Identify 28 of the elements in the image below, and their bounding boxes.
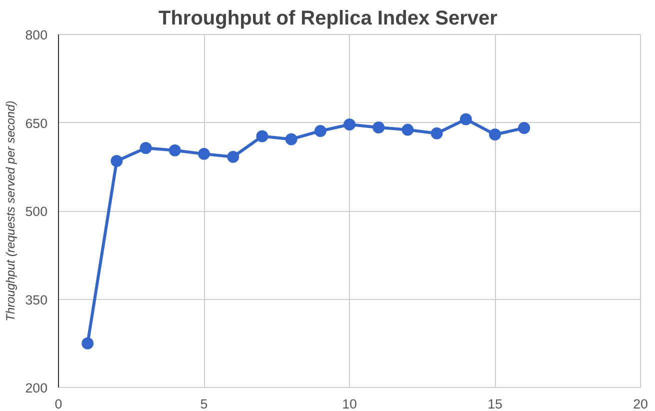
chart-title: Throughput of Replica Index Server [158, 8, 498, 30]
point [372, 121, 385, 134]
x-tick-label: 0 [54, 396, 62, 411]
point [430, 127, 443, 140]
point [82, 337, 94, 350]
point [168, 144, 181, 156]
point [227, 150, 240, 163]
y-axis-title: Throughput (requests served per second) [3, 100, 18, 322]
point [285, 133, 298, 146]
point [256, 130, 268, 142]
y-tick-label: 200 [25, 380, 48, 396]
point [402, 124, 414, 136]
point [198, 148, 210, 160]
y-tick-label: 650 [25, 116, 48, 131]
point [489, 128, 501, 141]
point [518, 122, 530, 134]
point [460, 113, 472, 126]
y-tick-label: 800 [25, 28, 48, 42]
x-tick-label: 15 [488, 396, 502, 411]
y-tick-label: 500 [25, 204, 48, 219]
y-tick-label: 350 [25, 292, 48, 308]
point [344, 118, 356, 131]
point [314, 125, 326, 137]
x-tick-label: 10 [342, 396, 357, 411]
x-tick-label: 20 [633, 396, 648, 411]
x-tick-label: 5 [200, 396, 208, 411]
point [110, 155, 123, 167]
point [140, 142, 152, 154]
